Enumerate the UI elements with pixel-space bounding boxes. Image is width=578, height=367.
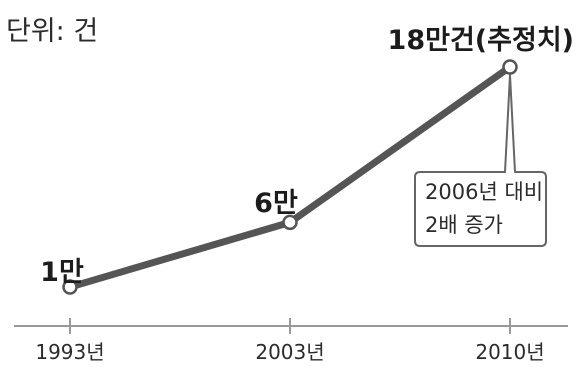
annotation-line-2: 2배 증가 [425,213,503,237]
data-point-1 [282,214,298,231]
annotation-line-1: 2006년 대비 [425,180,543,204]
data-label-1: 6만 [254,188,298,219]
x-tick-label-2: 2010년 [475,340,544,364]
x-tick-label-1: 2003년 [255,340,324,364]
x-tick-label-0: 1993년 [35,340,104,364]
unit-label: 단위: 건 [6,16,98,47]
data-label-2: 18만건(추정치) [388,25,574,56]
annotation-callout-box [414,74,547,247]
data-point-2 [502,59,518,75]
data-label-0: 1만 [40,257,84,288]
data-point-0 [62,279,78,295]
